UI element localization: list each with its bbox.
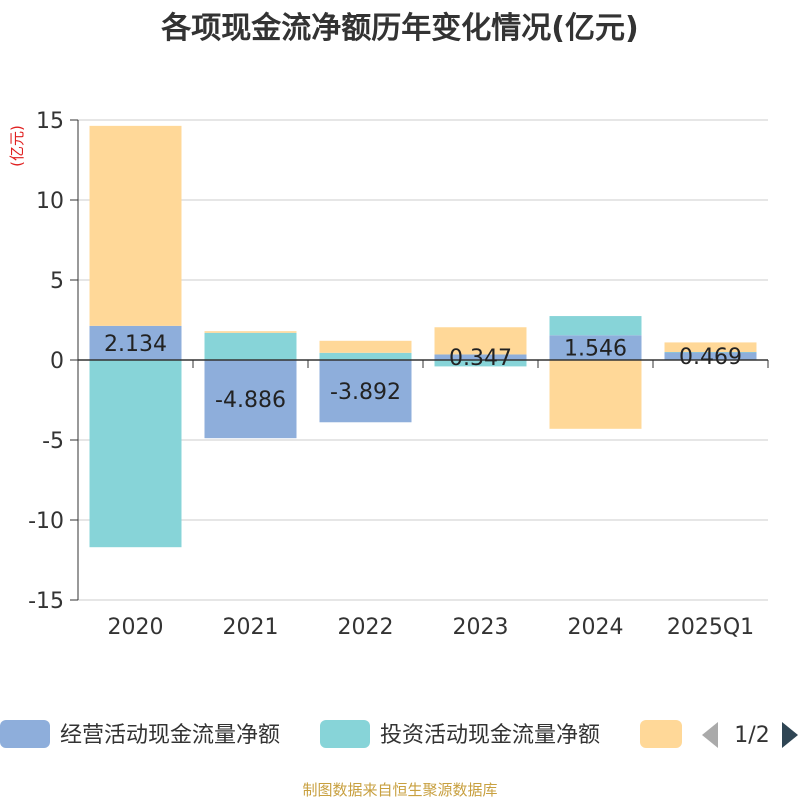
bar-segment (549, 360, 642, 429)
y-axis-unit-label: (亿元) (8, 125, 26, 167)
x-tick-label: 2024 (568, 615, 624, 640)
bar-segment (89, 360, 182, 548)
legend: 经营活动现金流量净额 投资活动现金流量净额 1/2 (0, 720, 798, 748)
x-tick-label: 2021 (223, 615, 279, 640)
data-label: 1.546 (564, 337, 627, 362)
legend-next-page-icon[interactable] (782, 722, 798, 748)
y-axis-ticks: 15 10 5 0 -5 -10 -15 (28, 109, 78, 614)
bar-segment (89, 325, 182, 360)
data-label: 0.469 (679, 345, 742, 370)
legend-label-operating[interactable]: 经营活动现金流量净额 (60, 723, 280, 748)
bar-segment (204, 332, 297, 360)
y-tick-label: 10 (36, 189, 64, 214)
data-label: 0.347 (449, 346, 512, 371)
bar-segment (319, 360, 412, 423)
bar-segment (89, 125, 182, 326)
bar-segment (434, 354, 527, 360)
y-tick-label: -10 (28, 509, 64, 534)
bar-segment (434, 360, 527, 367)
y-tick-label: -5 (42, 429, 64, 454)
bar-segment (319, 340, 412, 353)
data-source-note: 制图数据来自恒生聚源数据库 (302, 781, 497, 799)
grid-lines (78, 119, 768, 601)
x-axis-ticks: 2020 2021 2022 2023 2024 2025Q1 (108, 615, 755, 640)
legend-label-investing[interactable]: 投资活动现金流量净额 (380, 723, 600, 748)
bars (89, 125, 757, 548)
data-label: 2.134 (104, 332, 167, 357)
legend-prev-page-icon[interactable] (702, 722, 718, 748)
legend-swatch-financing[interactable] (640, 720, 682, 748)
bar-segment (319, 352, 412, 360)
legend-swatch-investing[interactable] (320, 720, 370, 748)
y-tick-label: 0 (50, 349, 64, 374)
x-tick-label: 2022 (338, 615, 394, 640)
bar-segment (204, 360, 297, 439)
y-tick-label: 15 (36, 109, 64, 134)
chart-title: 各项现金流净额历年变化情况(亿元) (160, 11, 638, 46)
bar-segment (664, 342, 757, 353)
x-tick-label: 2020 (108, 615, 164, 640)
x-tick-label: 2025Q1 (667, 615, 754, 640)
y-tick-label: 5 (50, 269, 64, 294)
bar-segment (204, 331, 297, 333)
data-label: -3.892 (330, 380, 401, 405)
legend-page-indicator: 1/2 (734, 723, 769, 748)
bar-segment (549, 335, 642, 360)
y-tick-label: -15 (28, 589, 64, 614)
data-labels: 2.134 -4.886 -3.892 0.347 1.546 0.469 (104, 332, 742, 413)
legend-swatch-operating[interactable] (0, 720, 50, 748)
x-tick-label: 2023 (453, 615, 509, 640)
data-label: -4.886 (215, 388, 286, 413)
bar-segment (664, 352, 757, 353)
bar-segment (434, 327, 527, 355)
bar-segment (549, 316, 642, 336)
axes (77, 120, 769, 600)
bar-segment (664, 352, 757, 360)
